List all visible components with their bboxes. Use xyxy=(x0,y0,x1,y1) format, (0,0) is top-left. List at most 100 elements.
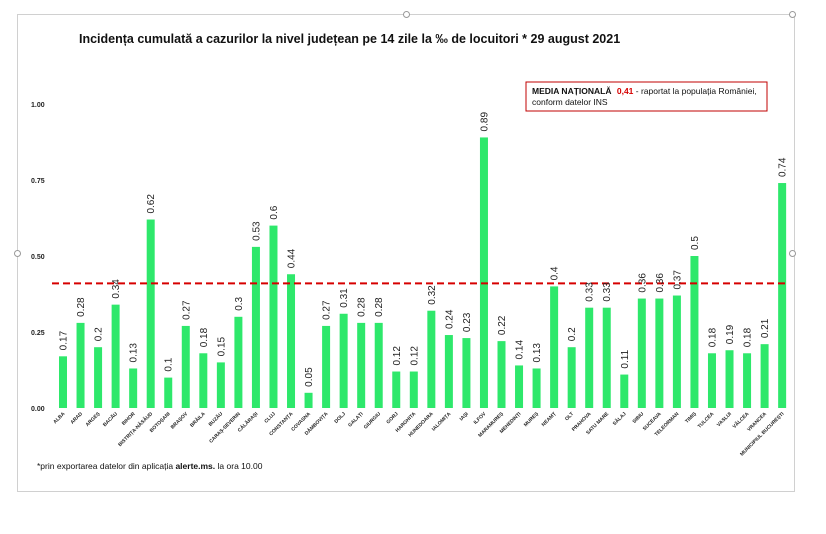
data-label: 0.27 xyxy=(181,300,192,320)
category-label: BRAȘOV xyxy=(170,411,190,431)
bar xyxy=(94,347,103,408)
category-label: CLUJ xyxy=(263,411,277,425)
bar xyxy=(637,298,646,408)
data-label: 0.13 xyxy=(129,343,140,363)
bar xyxy=(216,362,225,408)
footnote-after: la ora 10.00 xyxy=(218,461,263,471)
bar xyxy=(339,313,348,408)
bar xyxy=(707,353,716,408)
bar xyxy=(111,304,120,408)
data-label: 0.12 xyxy=(392,346,403,366)
data-label: 0.18 xyxy=(707,327,718,347)
data-label: 0.28 xyxy=(357,297,368,317)
resize-handle-top-right[interactable] xyxy=(789,11,796,18)
resize-handle-left[interactable] xyxy=(14,250,21,257)
category-label: ALBA xyxy=(52,411,66,425)
y-axis: 0.00 0.25 0.50 0.75 1.00 xyxy=(31,102,45,413)
bar xyxy=(585,307,594,408)
bar xyxy=(76,322,85,408)
category-label: DOLJ xyxy=(333,411,347,425)
bar xyxy=(743,353,752,408)
category-label: TULCEA xyxy=(697,411,716,430)
bar xyxy=(304,392,313,408)
bar xyxy=(532,368,541,408)
bar xyxy=(550,286,559,408)
bars xyxy=(59,137,787,408)
bar xyxy=(760,344,769,408)
category-label: GIURGIU xyxy=(363,411,383,431)
bar xyxy=(251,246,260,408)
data-label: 0.36 xyxy=(637,273,648,293)
bar xyxy=(392,371,401,408)
data-label: 0.1 xyxy=(164,357,175,371)
resize-handle-right[interactable] xyxy=(789,250,796,257)
category-label: CARAȘ-SEVERIN xyxy=(208,411,242,445)
category-label: BACĂU xyxy=(101,410,119,428)
bar xyxy=(427,310,436,408)
bar xyxy=(129,368,138,408)
data-label: 0.28 xyxy=(374,297,385,317)
category-label: SIBIU xyxy=(632,411,646,425)
resize-handle-top[interactable] xyxy=(403,11,410,18)
category-label: SĂLAJ xyxy=(611,410,628,427)
data-label: 0.05 xyxy=(304,367,315,387)
bar xyxy=(146,219,155,408)
data-label: 0.12 xyxy=(409,346,420,366)
legend-border xyxy=(525,81,768,112)
bar xyxy=(322,325,331,408)
bar xyxy=(287,274,296,408)
category-label: OLT xyxy=(564,411,575,422)
category-labels: ALBA ARAD ARGEȘ BACĂU BIHORBISTRIȚA-NĂSĂUDBO… xyxy=(52,410,786,458)
bar xyxy=(690,256,699,408)
bar xyxy=(725,350,734,408)
bar xyxy=(567,347,576,408)
data-label: 0.3 xyxy=(234,296,245,310)
data-label: 0.33 xyxy=(602,282,613,302)
data-label: 0.34 xyxy=(111,279,122,299)
data-label: 0.2 xyxy=(94,327,105,341)
data-label: 0.18 xyxy=(743,327,754,347)
data-label: 0.44 xyxy=(287,248,298,268)
bar xyxy=(234,316,243,408)
bar xyxy=(444,335,453,408)
data-label: 0.6 xyxy=(269,205,280,219)
bar xyxy=(462,338,471,408)
bar xyxy=(181,325,190,408)
bar xyxy=(515,365,524,408)
y-tick-label: 0.75 xyxy=(31,178,45,185)
y-tick-label: 0.00 xyxy=(31,406,45,413)
legend-line-1: MEDIA NAȚIONALĂ 0,41 - raportat la popul… xyxy=(532,86,757,96)
data-label: 0.15 xyxy=(216,336,227,356)
category-label: BIHOR xyxy=(121,411,137,427)
data-label: 0.37 xyxy=(672,270,683,290)
category-label: TIMIȘ xyxy=(684,411,698,425)
data-label: 0.89 xyxy=(479,112,490,132)
category-label: NEAMȚ xyxy=(541,411,558,428)
data-label: 0.27 xyxy=(322,300,333,320)
bar xyxy=(199,353,208,408)
bar xyxy=(655,298,664,408)
legend-line-2: conform datelor INS xyxy=(532,97,608,107)
category-label: ILFOV xyxy=(473,411,488,426)
bar xyxy=(602,307,611,408)
data-label: 0.32 xyxy=(427,285,438,305)
bar xyxy=(59,356,67,408)
y-tick-label: 0.25 xyxy=(31,330,45,337)
category-label: IAȘI xyxy=(459,411,471,423)
bar xyxy=(479,137,488,408)
data-label: 0.36 xyxy=(655,273,666,293)
chart-title: Incidența cumulată a cazurilor la nivel … xyxy=(79,32,620,46)
bar xyxy=(374,322,383,408)
bar xyxy=(164,377,173,408)
category-label: BUZĂU xyxy=(207,410,225,428)
data-label: 0.24 xyxy=(444,309,455,329)
data-label: 0.19 xyxy=(725,324,736,344)
data-label: 0.11 xyxy=(620,349,631,368)
national-average-legend: MEDIA NAȚIONALĂ 0,41 - raportat la popul… xyxy=(525,81,768,112)
footnote-before: *prin exportarea datelor din aplicația xyxy=(37,461,175,471)
category-label: GORJ xyxy=(385,411,399,425)
data-label: 0.4 xyxy=(550,266,561,280)
footnote: *prin exportarea datelor din aplicația a… xyxy=(37,461,263,471)
data-label: 0.13 xyxy=(532,343,543,363)
